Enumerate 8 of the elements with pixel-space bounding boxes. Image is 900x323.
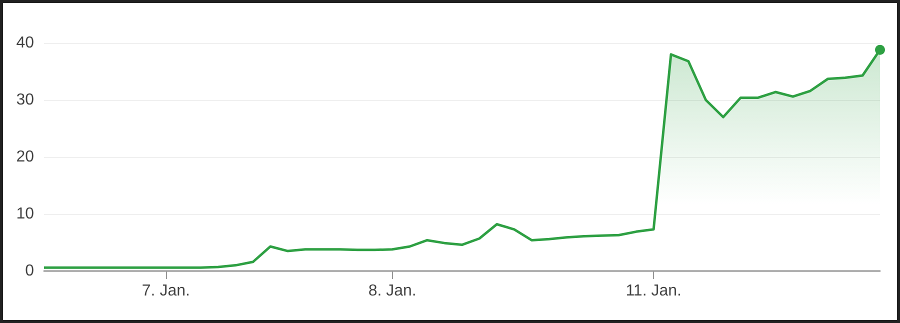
y-tick-label: 40	[16, 34, 34, 52]
y-tick-label: 30	[16, 92, 34, 108]
y-tick-label: 20	[16, 148, 34, 166]
y-tick-label: 10	[16, 206, 34, 222]
x-tick-label: 8. Jan.	[368, 282, 416, 300]
x-tick-label: 7. Jan.	[142, 282, 190, 300]
y-tick-label: 0	[25, 262, 34, 280]
x-tick-label: 11. Jan.	[626, 282, 682, 300]
